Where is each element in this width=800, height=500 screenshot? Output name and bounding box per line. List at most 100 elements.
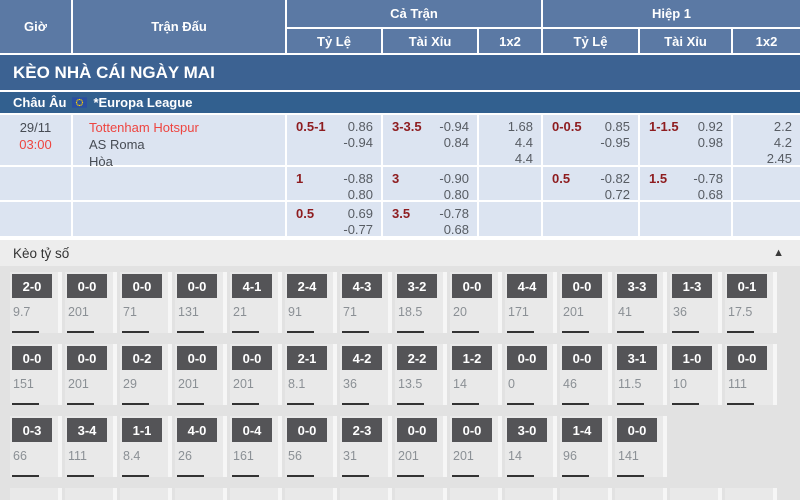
ft-ou-odds-cell[interactable]: 3 -0.90 0.80 — [383, 167, 477, 202]
score-odds-cell[interactable]: 1-0 10 — [670, 344, 722, 405]
score-odds-cell[interactable]: 0-3 66 — [10, 416, 62, 477]
collapse-arrow-icon[interactable]: ▲ — [773, 247, 784, 259]
score-label: 4-3 — [342, 274, 382, 298]
score-odds-cell — [670, 488, 722, 500]
score-odds-cell[interactable]: 1-3 36 — [670, 272, 722, 333]
score-odds-cell — [120, 488, 172, 500]
score-odds-value: 26 — [178, 449, 192, 463]
score-odds-cell[interactable]: 2-0 9.7 — [10, 272, 62, 333]
score-odds-cell[interactable]: 3-1 11.5 — [615, 344, 667, 405]
score-odds-cell[interactable]: 0-1 17.5 — [725, 272, 777, 333]
ft-hdp-odds-cell[interactable]: 1 -0.88 0.80 — [287, 167, 381, 202]
cell-underline — [617, 475, 644, 477]
score-odds-cell[interactable]: 1-1 8.4 — [120, 416, 172, 477]
score-label: 1-1 — [122, 418, 162, 442]
h1-ou-odds-cell — [640, 202, 731, 236]
h1-hdp-odds-cell[interactable]: 0-0.5 0.85 -0.95 — [543, 115, 638, 165]
score-odds-cell[interactable]: 0-0 201 — [175, 344, 227, 405]
score-odds-cell[interactable]: 0-0 201 — [65, 344, 117, 405]
match-teams-cell[interactable]: Tottenham Hotspur AS Roma Hòa — [73, 115, 285, 169]
score-label: 3-0 — [507, 418, 547, 442]
score-odds-cell[interactable]: 4-3 71 — [340, 272, 392, 333]
score-odds-value: 14 — [453, 377, 467, 391]
score-label: 0-0 — [177, 274, 217, 298]
score-odds-cell[interactable]: 1-2 14 — [450, 344, 502, 405]
score-odds-cell[interactable]: 0-0 20 — [450, 272, 502, 333]
score-odds-cell[interactable]: 4-2 36 — [340, 344, 392, 405]
odds-values: -0.78 0.68 — [693, 171, 723, 202]
score-odds-cell[interactable]: 0-0 0 — [505, 344, 557, 405]
score-odds-cell — [65, 488, 117, 500]
section-banner: KÈO NHÀ CÁI NGÀY MAI — [0, 55, 800, 90]
score-odds-value: 96 — [563, 449, 577, 463]
h1-ou-odds-cell[interactable]: 1.5 -0.78 0.68 — [640, 167, 731, 202]
score-odds-cell[interactable]: 3-3 41 — [615, 272, 667, 333]
score-odds-cell[interactable]: 4-1 21 — [230, 272, 282, 333]
score-odds-cell[interactable]: 0-0 71 — [120, 272, 172, 333]
column-header-h1-handicap: Tỷ Lệ — [543, 29, 638, 53]
score-odds-cell[interactable]: 0-0 56 — [285, 416, 337, 477]
h1-1x2-odds-cell — [733, 167, 800, 200]
match-time-cell: 29/11 03:00 — [0, 115, 71, 165]
score-odds-cell[interactable]: 4-0 26 — [175, 416, 227, 477]
cell-underline — [452, 403, 479, 405]
score-row-partial — [10, 488, 800, 500]
score-odds-cell[interactable]: 3-0 14 — [505, 416, 557, 477]
ft-ou-odds-cell[interactable]: 3.5 -0.78 0.68 — [383, 202, 477, 237]
score-odds-cell[interactable]: 0-0 201 — [395, 416, 447, 477]
score-odds-cell[interactable]: 0-0 201 — [65, 272, 117, 333]
correct-score-header[interactable]: Kèo tỷ số ▲ — [0, 240, 800, 266]
cell-underline — [232, 403, 259, 405]
score-label: 3-4 — [67, 418, 107, 442]
score-odds-cell[interactable]: 0-0 46 — [560, 344, 612, 405]
handicap-line: 0.5-1 — [296, 119, 326, 134]
score-odds-cell[interactable]: 2-2 13.5 — [395, 344, 447, 405]
score-odds-cell[interactable]: 2-4 91 — [285, 272, 337, 333]
away-team-name[interactable]: AS Roma — [89, 137, 145, 152]
score-odds-value: 201 — [398, 449, 419, 463]
home-team-name[interactable]: Tottenham Hotspur — [89, 120, 199, 135]
score-label: 1-4 — [562, 418, 602, 442]
match-date: 29/11 — [19, 120, 52, 135]
score-odds-cell[interactable]: 0-0 141 — [615, 416, 667, 477]
h1-hdp-odds-cell[interactable]: 0.5 -0.82 0.72 — [543, 167, 638, 202]
score-odds-cell[interactable]: 2-3 31 — [340, 416, 392, 477]
score-odds-value: 10 — [673, 377, 687, 391]
cell-underline — [452, 475, 479, 477]
cell-underline — [507, 403, 534, 405]
ft-hdp-odds-cell[interactable]: 0.5 0.69 -0.77 — [287, 202, 381, 237]
score-odds-cell[interactable]: 1-4 96 — [560, 416, 612, 477]
score-label: 4-0 — [177, 418, 217, 442]
ft-ou-odds-cell[interactable]: 3-3.5 -0.94 0.84 — [383, 115, 477, 165]
score-odds-cell[interactable]: 0-0 201 — [450, 416, 502, 477]
score-odds-cell[interactable]: 0-0 131 — [175, 272, 227, 333]
h1-1x2-odds-cell[interactable]: 2.2 4.2 2.45 — [733, 115, 800, 166]
column-header-ft-handicap: Tỷ Lệ — [287, 29, 381, 53]
cell-underline — [397, 475, 424, 477]
h1-ou-odds-cell[interactable]: 1-1.5 0.92 0.98 — [640, 115, 731, 165]
score-odds-cell[interactable]: 3-2 18.5 — [395, 272, 447, 333]
score-odds-cell[interactable]: 0-0 201 — [230, 344, 282, 405]
empty-cell — [73, 167, 285, 200]
score-odds-cell[interactable]: 0-0 111 — [725, 344, 777, 405]
score-odds-cell[interactable]: 3-4 111 — [65, 416, 117, 477]
score-odds-cell[interactable]: 0-0 151 — [10, 344, 62, 405]
score-label: 0-0 — [287, 418, 327, 442]
ft-1x2-odds-cell[interactable]: 1.68 4.4 4.4 — [479, 115, 541, 166]
handicap-line: 1.5 — [649, 171, 668, 186]
score-odds-cell[interactable]: 0-4 161 — [230, 416, 282, 477]
score-label: 0-1 — [727, 274, 767, 298]
cell-underline — [287, 403, 314, 405]
score-odds-cell[interactable]: 0-0 201 — [560, 272, 612, 333]
empty-cell — [0, 167, 71, 200]
score-odds-cell[interactable]: 4-4 171 — [505, 272, 557, 333]
score-label: 2-4 — [287, 274, 327, 298]
score-odds-cell[interactable]: 2-1 8.1 — [285, 344, 337, 405]
cell-underline — [287, 475, 314, 477]
ft-hdp-odds-cell[interactable]: 0.5-1 0.86 -0.94 — [287, 115, 381, 165]
column-header-ft-1x2: 1x2 — [479, 29, 541, 53]
league-bar[interactable]: Châu Âu *Europa League — [0, 92, 800, 113]
score-row: 0-3 66 3-4 111 1-1 8.4 4-0 26 0-4 161 0-0 56 2-3 31 0-… — [10, 416, 800, 477]
score-label: 2-0 — [12, 274, 52, 298]
score-odds-cell[interactable]: 0-2 29 — [120, 344, 172, 405]
